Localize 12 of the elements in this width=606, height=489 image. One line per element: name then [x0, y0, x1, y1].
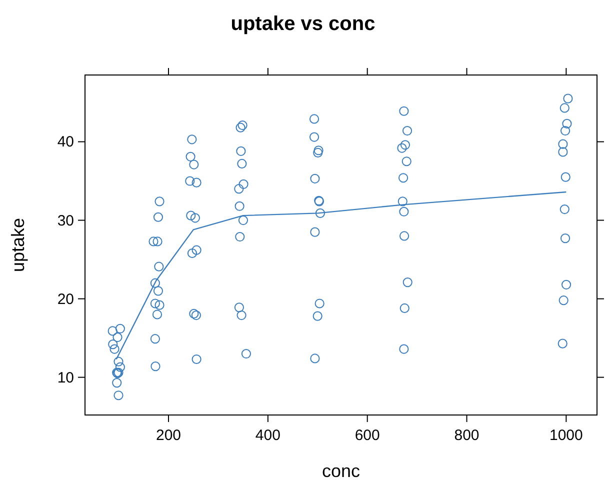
x-axis-title: conc: [322, 461, 360, 481]
x-tick-label: 400: [255, 427, 280, 444]
chart-title: uptake vs conc: [230, 13, 376, 35]
y-tick-label: 10: [57, 369, 74, 386]
y-tick-label: 20: [57, 290, 74, 308]
x-tick-label: 1000: [549, 427, 583, 444]
y-tick-label: 30: [57, 212, 74, 230]
y-tick-label: 40: [57, 134, 74, 151]
y-axis-title: uptake: [8, 218, 28, 272]
x-tick-label: 200: [156, 427, 182, 444]
x-tick-label: 800: [454, 427, 480, 444]
x-tick-label: 600: [354, 427, 380, 444]
